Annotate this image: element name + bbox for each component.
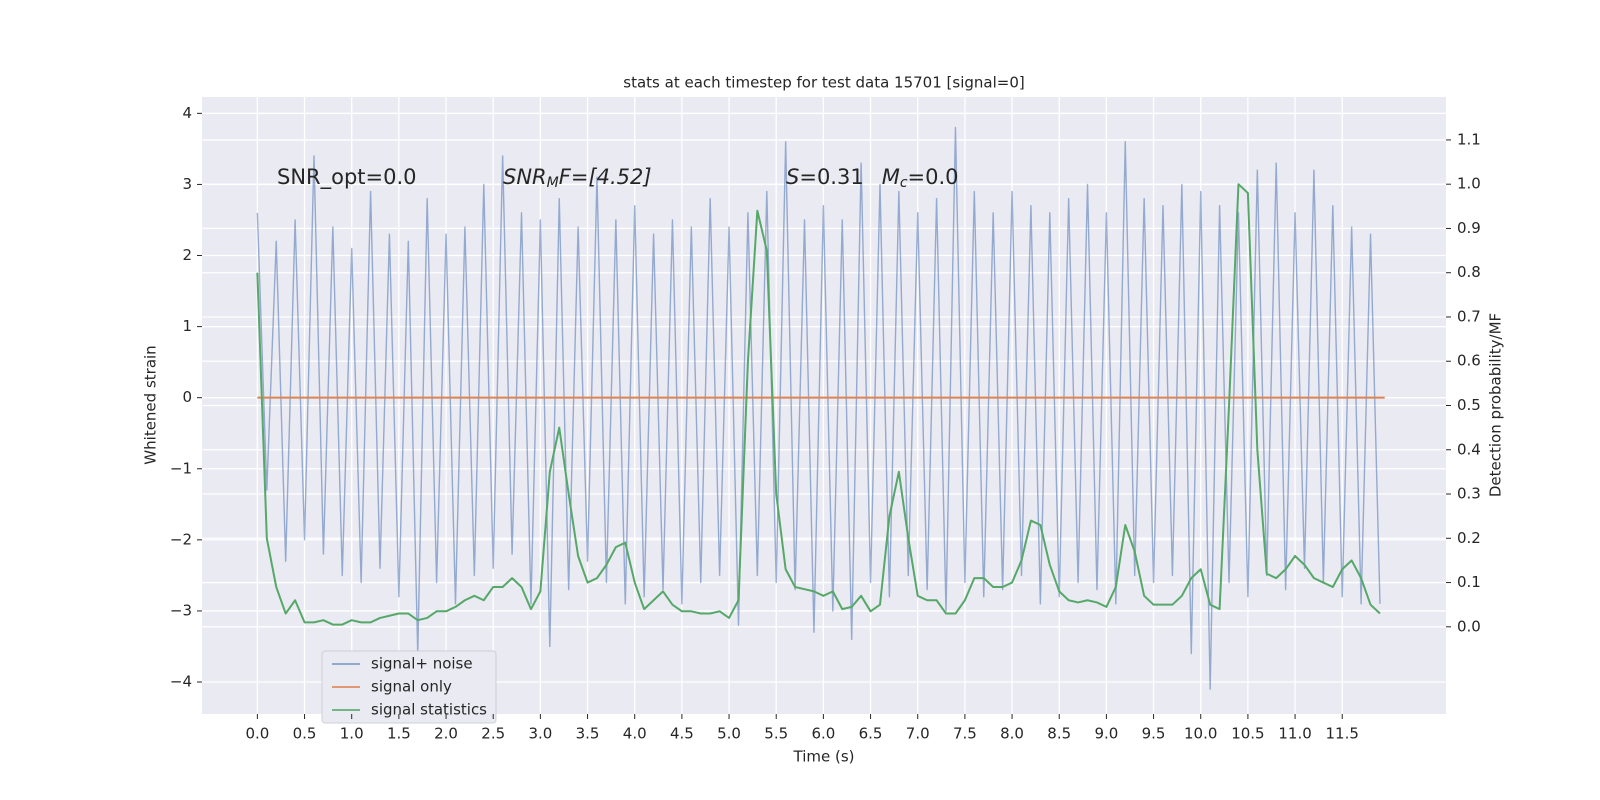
x-tick-label: 2.5: [481, 725, 505, 743]
annotation-part: SNR: [503, 165, 547, 189]
y2-tick-label: 0.9: [1457, 219, 1481, 237]
annotation-part: SNR_opt=0.0: [277, 165, 417, 190]
x-tick-label: 10.5: [1231, 725, 1264, 743]
y-axis-label: Whitened strain: [142, 345, 160, 464]
x-tick-label: 8.5: [1047, 725, 1071, 743]
annotation-part: c: [900, 175, 908, 191]
y-tick-label: 1: [182, 317, 192, 335]
y2-tick-label: 0.0: [1457, 617, 1481, 635]
x-tick-label: 1.5: [387, 725, 411, 743]
y-tick-label: −4: [170, 673, 192, 691]
x-tick-label: 5.5: [764, 725, 788, 743]
y-tick-label: 3: [182, 175, 192, 193]
y2-tick-label: 0.3: [1457, 485, 1481, 503]
y2-tick-label: 1.0: [1457, 175, 1481, 193]
y-tick-label: 0: [182, 388, 192, 406]
x-tick-label: 8.0: [1000, 725, 1024, 743]
x-tick-label: 4.0: [623, 725, 647, 743]
legend-label: signal statistics: [371, 701, 487, 719]
y-tick-label: −2: [170, 530, 192, 548]
marks: [256, 126, 1385, 690]
legend-box: [321, 650, 497, 724]
x-axis-label: Time (s): [793, 748, 855, 766]
x-tick-label: 3.0: [528, 725, 552, 743]
annotation: S=0.31 Mc=0.0: [786, 165, 959, 191]
x-tick-label: 9.0: [1094, 725, 1118, 743]
y-tick-label: −1: [170, 459, 192, 477]
y-tick-label: 4: [182, 104, 192, 122]
y2-tick-label: 0.8: [1457, 263, 1481, 281]
chart-title: stats at each timestep for test data 157…: [623, 74, 1024, 92]
x-tick-label: 11.5: [1326, 725, 1359, 743]
y-tick-label: −3: [170, 601, 192, 619]
x-tick-label: 4.5: [670, 725, 694, 743]
x-tick-label: 0.0: [245, 725, 269, 743]
x-tick-label: 9.5: [1142, 725, 1166, 743]
x-tick-label: 3.5: [576, 725, 600, 743]
x-tick-label: 6.5: [859, 725, 883, 743]
x-tick-label: 11.0: [1278, 725, 1311, 743]
x-tick-label: 6.0: [811, 725, 835, 743]
annotation: SNRMF=[4.52]: [503, 165, 652, 191]
y2-axis-label: Detection probability/MF: [1487, 313, 1505, 497]
annotation-part: =0.0: [908, 165, 959, 189]
x-tick-label: 7.0: [906, 725, 930, 743]
x-tick-label: 5.0: [717, 725, 741, 743]
x-tick-label: 0.5: [293, 725, 317, 743]
y2-tick-label: 0.6: [1457, 352, 1481, 370]
legend: signal+ noise signal only signal statistic…: [321, 650, 497, 724]
annotation-part: S: [786, 165, 799, 189]
legend-label: signal+ noise: [371, 655, 473, 673]
x-tick-label: 7.5: [953, 725, 977, 743]
x-tick-label: 2.0: [434, 725, 458, 743]
y2-tick-label: 0.5: [1457, 396, 1481, 414]
annotation-part: =0.31: [799, 165, 863, 189]
annotation-part: M: [882, 165, 900, 189]
x-tick-label: 1.0: [340, 725, 364, 743]
annotation-part: M: [547, 175, 559, 191]
annotation-part: F=[4.52]: [559, 165, 652, 189]
y-tick-label: 2: [182, 246, 192, 264]
y2-tick-label: 0.4: [1457, 440, 1481, 458]
y2-tick-label: 1.1: [1457, 130, 1481, 148]
y2-tick-label: 0.1: [1457, 573, 1481, 591]
legend-label: signal only: [371, 678, 452, 696]
y2-tick-label: 0.7: [1457, 307, 1481, 325]
annotation: SNR_opt=0.0: [277, 165, 417, 190]
y2-tick-label: 0.2: [1457, 529, 1481, 547]
series-line: [256, 183, 1381, 626]
x-tick-label: 10.0: [1184, 725, 1217, 743]
